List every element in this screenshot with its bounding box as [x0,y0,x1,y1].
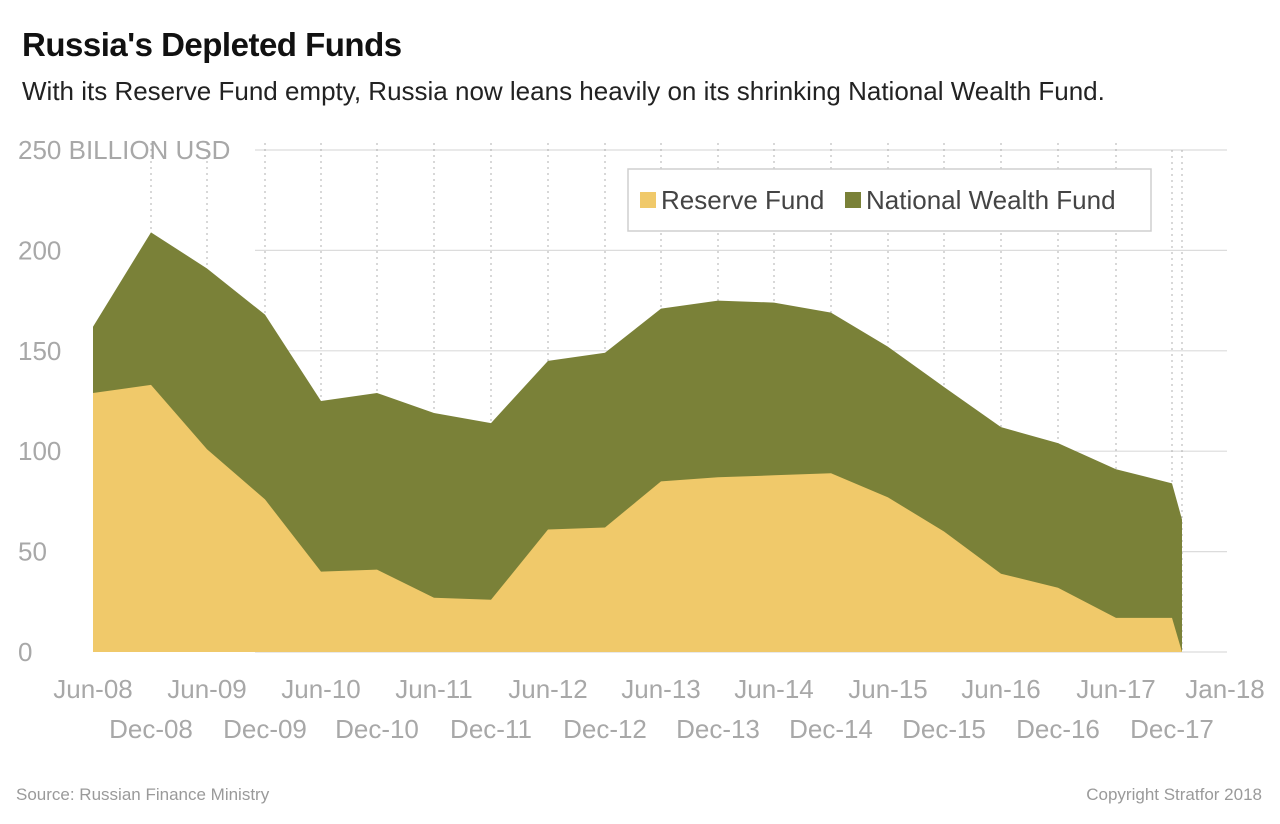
x-tick-label-jun-09: Jun-09 [167,674,247,704]
x-tick-label-dec-12: Dec-12 [563,714,647,744]
copyright-note: Copyright Stratfor 2018 [1086,785,1262,804]
legend-label-reserve-fund: Reserve Fund [661,185,824,215]
x-tick-label-dec-13: Dec-13 [676,714,760,744]
x-tick-label-dec-09: Dec-09 [223,714,307,744]
x-tick-label-dec-17: Dec-17 [1130,714,1214,744]
x-tick-label-jun-13: Jun-13 [621,674,701,704]
x-tick-label-dec-16: Dec-16 [1016,714,1100,744]
x-tick-labels: Jun-08 Dec-08 Jun-09 Dec-09 Jun-10 Dec-10 Jun-… [53,674,1265,744]
x-tick-label-jun-15: Jun-15 [848,674,928,704]
y-tick-label-0: 0 [18,637,32,667]
y-tick-label-50: 50 [18,537,47,567]
legend-swatch-reserve-fund [640,192,656,208]
area-series [93,232,1182,652]
x-tick-label-dec-10: Dec-10 [335,714,419,744]
legend-box [627,168,1152,232]
y-tick-label-200: 200 [18,235,61,265]
legend: Reserve Fund National Wealth Fund [627,168,1152,232]
x-tick-label-jun-10: Jun-10 [281,674,361,704]
area-reserve-fund [93,384,1182,652]
x-tick-label-dec-08: Dec-08 [109,714,193,744]
y-tick-label-100: 100 [18,436,61,466]
x-tick-label-jun-08: Jun-08 [53,674,133,704]
x-tick-label-jun-12: Jun-12 [508,674,588,704]
y-tick-label-250: 250 BILLION USD [18,135,230,165]
legend-label-national-wealth-fund: National Wealth Fund [866,185,1116,215]
x-tick-label-dec-11: Dec-11 [450,714,532,744]
x-tick-label-dec-14: Dec-14 [789,714,873,744]
x-tick-label-jun-17: Jun-17 [1076,674,1156,704]
x-tick-label-jun-14: Jun-14 [734,674,814,704]
y-tick-label-150: 150 [18,336,61,366]
chart-area: 0 50 100 150 200 250 BILLION USD Jun-08 Dec-08… [18,135,1265,744]
x-tick-label-jun-16: Jun-16 [961,674,1041,704]
x-tick-label-jun-11: Jun-11 [395,674,473,704]
x-tick-label-jan-18: Jan-18 [1185,674,1265,704]
legend-swatch-national-wealth-fund [845,192,861,208]
chart-subtitle: With its Reserve Fund empty, Russia now … [22,76,1105,106]
source-note: Source: Russian Finance Ministry [16,785,270,804]
y-tick-labels: 0 50 100 150 200 250 BILLION USD [18,135,230,667]
chart-title: Russia's Depleted Funds [22,26,402,63]
x-tick-label-dec-15: Dec-15 [902,714,986,744]
